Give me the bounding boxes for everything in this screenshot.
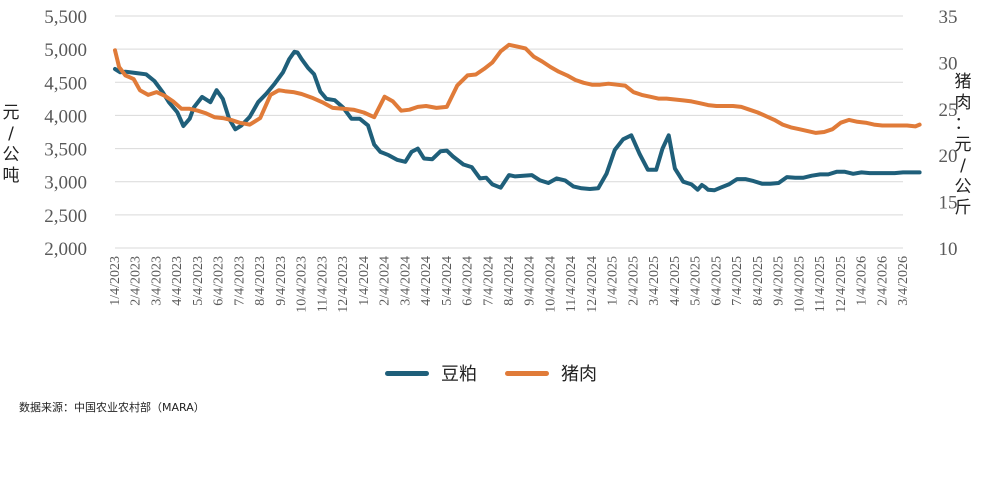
x-tick-label: 4/4/2023 — [170, 256, 185, 306]
legend-swatch-pork — [505, 370, 549, 376]
x-tick-label: 9/4/2025 — [772, 256, 787, 306]
x-tick-label: 10/4/2025 — [792, 256, 807, 313]
x-tick-label: 1/4/2024 — [357, 256, 372, 306]
chart: 5,500 5,000 4,500 4,000 3,500 3,000 2,500 2,000… — [3, 7, 972, 313]
y-right-tick-label: 10 — [939, 239, 958, 260]
y-right-tick-label: 30 — [939, 53, 958, 74]
x-tick-label: 7/4/2025 — [730, 256, 745, 306]
x-tick-label: 9/4/2023 — [274, 256, 289, 306]
x-tick-label: 9/4/2024 — [523, 256, 538, 306]
legend: 豆粕 猪肉 — [385, 360, 597, 386]
x-tick-label: 3/4/2025 — [647, 256, 662, 306]
x-tick-label: 2/4/2023 — [129, 256, 144, 306]
x-tick-label: 11/4/2023 — [315, 256, 330, 312]
x-tick-label: 12/4/2024 — [585, 256, 600, 313]
x-tick-label: 11/4/2024 — [564, 256, 579, 312]
gridlines — [115, 15, 903, 249]
legend-label-soymeal: 豆粕 — [441, 364, 477, 385]
y-left-tick-label: 2,500 — [44, 206, 87, 227]
legend-swatch-soymeal — [385, 370, 429, 376]
x-tick-label: 1/4/2025 — [606, 256, 621, 306]
x-tick-label: 2/4/2025 — [626, 256, 641, 306]
source-note: 数据来源：中国农业农村部（MARA） — [19, 401, 205, 414]
x-tick-label: 6/4/2024 — [461, 256, 476, 306]
x-tick-label: 8/4/2023 — [253, 256, 268, 306]
x-tick-label: 7/4/2024 — [481, 256, 496, 306]
y-axis-right-title: 猪肉：元/公斤 — [955, 72, 972, 218]
x-axis-ticks: 1/4/2023 2/4/2023 3/4/2023 4/4/2023 5/4/2023… — [108, 256, 911, 313]
x-tick-label: 11/4/2025 — [813, 256, 828, 312]
legend-item-pork: 猪肉 — [505, 360, 597, 386]
x-tick-label: 4/4/2024 — [419, 256, 434, 306]
legend-item-soymeal: 豆粕 — [385, 360, 477, 386]
series-line-pork — [113, 42, 922, 135]
y-right-tick-label: 35 — [939, 7, 958, 28]
x-tick-label: 12/4/2023 — [336, 256, 351, 313]
y-right-tick-label: 25 — [939, 100, 958, 121]
legend-label-pork: 猪肉 — [561, 364, 597, 385]
series-line-soymeal — [113, 49, 922, 193]
x-tick-label: 3/4/2023 — [149, 256, 164, 306]
x-tick-label: 10/4/2023 — [295, 256, 310, 313]
x-tick-label: 4/4/2025 — [668, 256, 683, 306]
y-axis-left-title: 元/公吨 — [3, 103, 20, 186]
y-left-tick-label: 5,000 — [44, 40, 87, 61]
x-tick-label: 5/4/2024 — [440, 256, 455, 306]
y-left-tick-label: 2,000 — [44, 239, 87, 260]
x-tick-label: 8/4/2025 — [751, 256, 766, 306]
x-tick-label: 3/4/2024 — [398, 256, 413, 306]
x-tick-label: 6/4/2025 — [709, 256, 724, 306]
y-left-tick-label: 4,500 — [44, 73, 87, 94]
series-lines — [113, 42, 922, 193]
x-tick-label: 12/4/2025 — [834, 256, 849, 313]
x-tick-label: 6/4/2023 — [212, 256, 227, 306]
left-axis-ticks: 5,500 5,000 4,500 4,000 3,500 3,000 2,500 2,000 — [44, 7, 87, 260]
y-left-tick-label: 3,500 — [44, 140, 87, 161]
right-axis-ticks: 35 30 25 20 15 10 — [939, 7, 958, 260]
y-right-tick-label: 15 — [939, 193, 958, 214]
x-tick-label: 2/4/2026 — [875, 256, 890, 306]
y-left-tick-label: 3,000 — [44, 173, 87, 194]
x-tick-label: 5/4/2023 — [191, 256, 206, 306]
x-tick-label: 10/4/2024 — [543, 256, 558, 313]
x-tick-label: 7/4/2023 — [232, 256, 247, 306]
y-left-tick-label: 4,000 — [44, 106, 87, 127]
x-tick-label: 5/4/2025 — [689, 256, 704, 306]
y-right-tick-label: 20 — [939, 146, 958, 167]
x-tick-label: 1/4/2023 — [108, 256, 123, 306]
x-tick-label: 2/4/2024 — [378, 256, 393, 306]
y-left-tick-label: 5,500 — [44, 7, 87, 28]
x-tick-label: 8/4/2024 — [502, 256, 517, 306]
x-tick-label: 3/4/2026 — [896, 256, 911, 306]
x-tick-label: 1/4/2026 — [855, 256, 870, 306]
